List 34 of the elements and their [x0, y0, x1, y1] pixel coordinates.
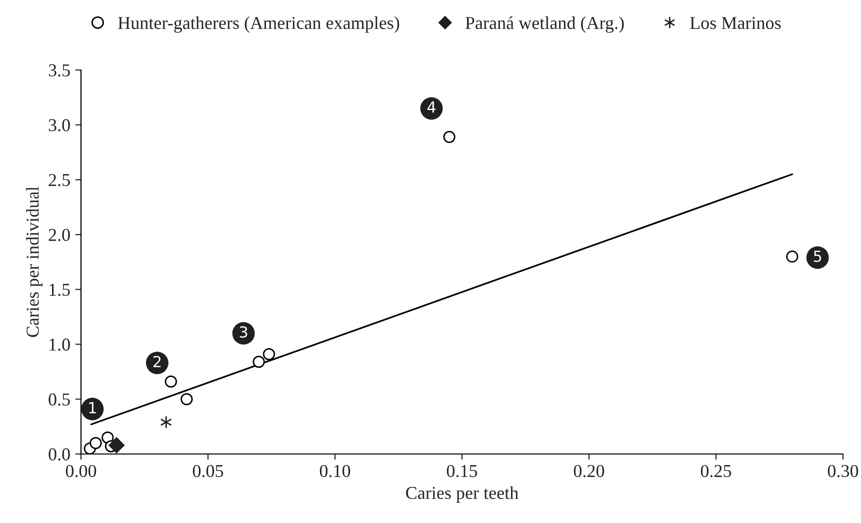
point — [164, 376, 177, 388]
y-tick-label: 1.5 — [50, 284, 70, 296]
x-tick-label: 0.00 — [66, 464, 96, 478]
legend-label: Paraná wetland (Arg.) — [465, 16, 624, 33]
legend-label: Los Marinos — [690, 16, 781, 30]
point — [108, 437, 125, 454]
y-tick-label: 2.5 — [48, 174, 70, 186]
point — [160, 416, 172, 428]
y-tick-label: 3.5 — [48, 64, 70, 77]
y-tick-label: 1.0 — [50, 338, 70, 351]
y-tick-label: 2.0 — [48, 228, 70, 242]
annotation: 2 — [153, 356, 161, 368]
y-tick-label: 0.0 — [48, 448, 70, 461]
point — [252, 356, 265, 368]
annotation: 3 — [240, 326, 248, 338]
point — [443, 130, 456, 143]
x-tick-label: 0.20 — [574, 464, 604, 478]
x-tick-label: 0.10 — [320, 464, 350, 478]
y-axis-title: Caries per individual — [26, 186, 42, 337]
annotation: 5 — [814, 250, 822, 262]
x-tick-label: 0.05 — [192, 464, 224, 478]
point — [786, 250, 798, 263]
x-tick-label: 0.15 — [446, 464, 478, 478]
annotation: 1 — [89, 402, 96, 414]
y-tick-label: 0.5 — [48, 393, 70, 406]
x-tick-label: 0.30 — [828, 464, 858, 478]
point — [180, 393, 193, 406]
y-tick-label: 3.0 — [48, 119, 70, 132]
x-axis-title: Caries per teeth — [406, 486, 518, 503]
annotation: 4 — [427, 101, 436, 113]
point — [262, 348, 276, 360]
legend-label: Hunter-gatherers (American examples) — [118, 16, 400, 33]
point — [90, 436, 102, 450]
x-tick-label: 0.25 — [700, 464, 732, 478]
